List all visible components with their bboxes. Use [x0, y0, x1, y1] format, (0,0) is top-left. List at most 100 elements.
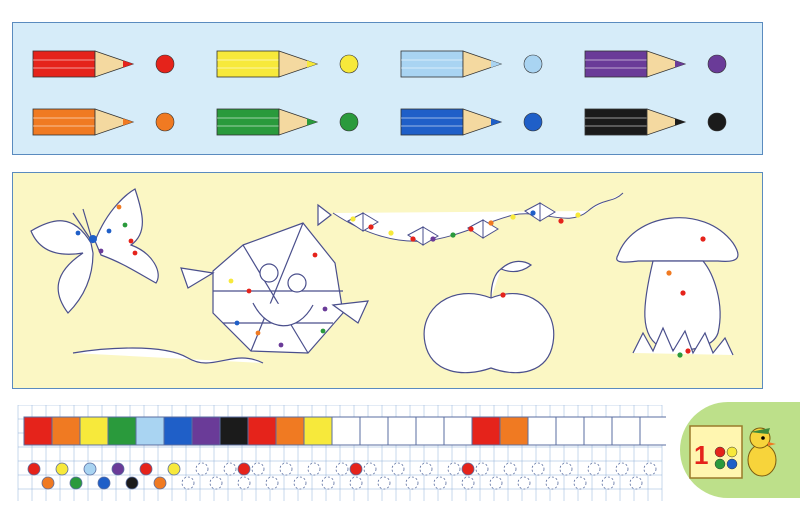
coloring-illustration	[30, 188, 739, 374]
badge-color-dots	[714, 446, 738, 470]
badge-digit: 1	[694, 440, 708, 470]
pattern-bead	[237, 476, 251, 490]
pattern-bead	[41, 476, 55, 490]
pencils-illustration	[32, 50, 727, 136]
pattern-bead	[377, 476, 391, 490]
color-dot-green	[339, 112, 359, 132]
pattern-bead	[419, 462, 433, 476]
pattern-bead	[461, 476, 475, 490]
pattern-bead	[629, 476, 643, 490]
pattern-bead	[517, 476, 531, 490]
pattern-bead	[531, 462, 545, 476]
pattern-bead	[223, 462, 237, 476]
pattern-bead	[363, 462, 377, 476]
pattern-square	[51, 416, 81, 446]
pattern-square	[219, 416, 249, 446]
pattern-square	[415, 416, 445, 446]
coloring-picture-panel	[12, 172, 763, 389]
pattern-bead	[615, 462, 629, 476]
color-dot-orange	[155, 112, 175, 132]
pattern-bead	[97, 476, 111, 490]
chick-icon	[747, 427, 777, 477]
pattern-square	[107, 416, 137, 446]
pattern-bead	[475, 462, 489, 476]
pattern-square	[583, 416, 613, 446]
pattern-bead	[293, 476, 307, 490]
pattern-bead	[349, 476, 363, 490]
mushroom-drawing	[616, 217, 739, 356]
badge-dot	[714, 446, 726, 458]
pattern-square	[191, 416, 221, 446]
pattern-square	[331, 416, 361, 446]
pattern-bead	[405, 476, 419, 490]
pattern-bead-marked	[237, 462, 251, 476]
pattern-square	[163, 416, 193, 446]
pattern-square	[135, 416, 165, 446]
badge-dot	[726, 458, 738, 470]
lesson-badge: 1	[680, 402, 800, 498]
mushroom-color-dots	[666, 236, 706, 358]
kite-drawing	[72, 203, 369, 364]
color-dot-yellow	[339, 54, 359, 74]
pattern-square	[303, 416, 333, 446]
pencil-blue	[400, 108, 543, 136]
badge-dot	[714, 458, 726, 470]
butterfly-color-dots	[75, 204, 138, 256]
pattern-bead	[153, 476, 167, 490]
pattern-bead	[83, 462, 97, 476]
pattern-bead	[69, 476, 83, 490]
pattern-bead	[559, 462, 573, 476]
pattern-bead	[503, 462, 517, 476]
pattern-square	[23, 416, 53, 446]
pattern-bead	[643, 462, 657, 476]
pattern-square	[359, 416, 389, 446]
color-pattern-grid	[10, 405, 666, 501]
pattern-square	[499, 416, 529, 446]
grid-svg	[17, 405, 666, 501]
pencil-red	[32, 50, 175, 78]
apple-color-dot	[500, 292, 506, 298]
pattern-bead	[167, 462, 181, 476]
pattern-bead	[391, 462, 405, 476]
pattern-square	[611, 416, 641, 446]
pencil-black	[584, 108, 727, 136]
badge-illustration: 1	[689, 425, 777, 479]
pattern-bead	[111, 462, 125, 476]
apple-drawing	[423, 260, 555, 374]
color-dot-black	[707, 112, 727, 132]
pattern-bead	[209, 476, 223, 490]
pencil-violet	[584, 50, 727, 78]
pattern-square	[443, 416, 473, 446]
kite-color-dots	[228, 252, 328, 348]
pencil-green	[216, 108, 359, 136]
pattern-square	[247, 416, 277, 446]
pattern-bead	[279, 462, 293, 476]
kite-tail-dots	[350, 210, 581, 242]
pattern-bead	[125, 476, 139, 490]
pattern-square	[387, 416, 417, 446]
pattern-bead	[545, 476, 559, 490]
color-dot-red	[155, 54, 175, 74]
pattern-bead	[181, 476, 195, 490]
pattern-bead	[251, 462, 265, 476]
pattern-square	[79, 416, 109, 446]
pattern-bead	[139, 462, 153, 476]
pattern-bead	[587, 462, 601, 476]
pattern-bead	[433, 476, 447, 490]
pattern-bead	[321, 476, 335, 490]
pattern-square	[639, 416, 666, 446]
pattern-bead	[195, 462, 209, 476]
pattern-bead	[265, 476, 279, 490]
color-dot-blue	[523, 112, 543, 132]
pattern-bead	[27, 462, 41, 476]
pencil-orange	[32, 108, 175, 136]
pattern-bead	[307, 462, 321, 476]
pattern-bead	[447, 462, 461, 476]
pattern-bead-marked	[349, 462, 363, 476]
grid-cells	[17, 405, 666, 501]
pattern-square	[275, 416, 305, 446]
butterfly-drawing	[30, 188, 159, 314]
pattern-bead-marked	[461, 462, 475, 476]
pattern-beads	[27, 462, 657, 490]
color-dot-light-blue	[523, 54, 543, 74]
